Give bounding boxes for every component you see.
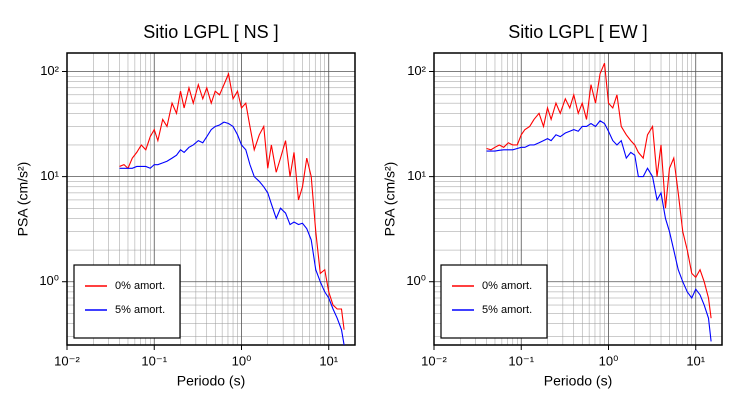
y-axis-label: PSA (cm/s²) xyxy=(15,162,31,237)
y-tick-label: 10² xyxy=(407,63,426,78)
legend-label: 5% amort. xyxy=(115,304,165,316)
y-axis-label: PSA (cm/s²) xyxy=(382,162,398,237)
legend-box xyxy=(73,264,181,339)
y-tick-label: 10¹ xyxy=(407,168,426,183)
data-line xyxy=(119,121,345,346)
x-axis-label: Periodo (s) xyxy=(177,373,245,389)
legend-label: 0% amort. xyxy=(482,280,532,292)
x-tick-label: 10⁰ xyxy=(232,353,252,368)
legend-label: 5% amort. xyxy=(482,304,532,316)
x-tick-label: 10⁻¹ xyxy=(141,353,167,368)
x-tick-label: 10⁰ xyxy=(599,353,619,368)
x-tick-label: 10¹ xyxy=(686,353,705,368)
x-tick-label: 10¹ xyxy=(319,353,338,368)
x-axis-label: Periodo (s) xyxy=(544,373,612,389)
y-tick-label: 10¹ xyxy=(40,168,59,183)
data-line xyxy=(486,120,712,342)
y-tick-label: 10⁰ xyxy=(406,273,426,288)
chart-title: Sitio LGPL [ NS ] xyxy=(143,22,278,42)
chart-title: Sitio LGPL [ EW ] xyxy=(508,22,647,42)
y-tick-label: 10² xyxy=(40,63,59,78)
plot-frame xyxy=(433,52,723,346)
x-tick-label: 10⁻² xyxy=(421,353,447,368)
plot-frame xyxy=(66,52,356,346)
chart-panel: 10⁻² 10⁻¹ 10⁰ 10¹ 10⁰ 10¹ 10² Sitio LGPL [ NS ]… xyxy=(15,22,356,389)
chart-panel: 10⁻² 10⁻¹ 10⁰ 10¹ 10⁰ 10¹ 10² Sitio LGPL [ EW ]… xyxy=(382,22,723,389)
legend-box xyxy=(440,264,548,339)
x-tick-label: 10⁻² xyxy=(54,353,80,368)
data-line xyxy=(486,62,712,319)
x-tick-label: 10⁻¹ xyxy=(508,353,534,368)
y-tick-label: 10⁰ xyxy=(39,273,59,288)
legend-label: 0% amort. xyxy=(115,280,165,292)
data-line xyxy=(119,71,345,330)
